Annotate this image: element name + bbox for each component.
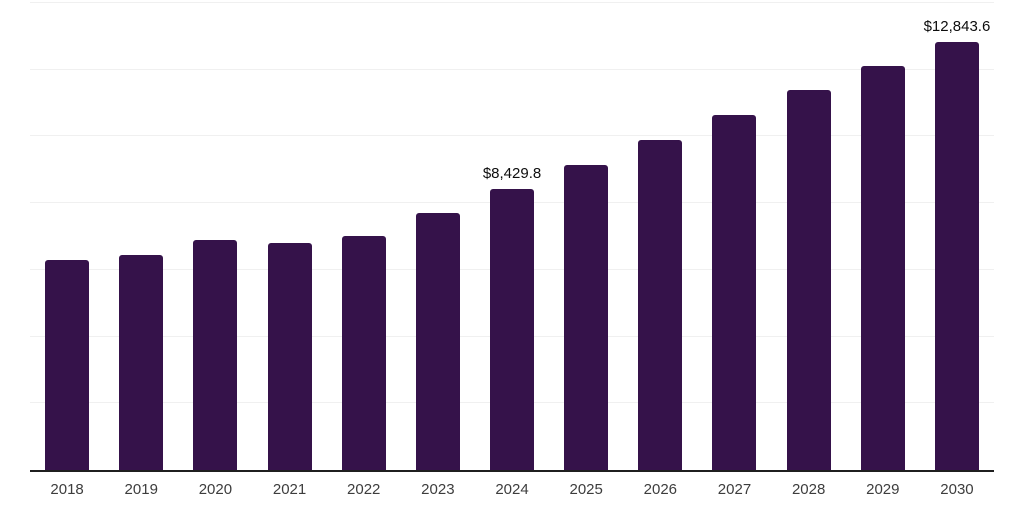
x-tick-2019: 2019 [124, 481, 158, 498]
bar-slot-2028 [772, 3, 846, 470]
x-tick-2028: 2028 [791, 481, 826, 498]
x-tick-2024: 2024 [495, 481, 529, 498]
x-tick-2025: 2025 [569, 481, 603, 498]
bar-2025 [564, 164, 609, 470]
plot-area: $8,429.8 $12,843.6 [30, 2, 994, 472]
bars-container: $8,429.8 $12,843.6 [30, 3, 994, 470]
x-tick-2022: 2022 [347, 481, 381, 498]
bar-slot-2018 [30, 3, 104, 470]
bar-2021 [267, 243, 312, 470]
x-tick-2020: 2020 [198, 481, 233, 498]
bar-slot-2025 [549, 3, 623, 470]
bar-2027 [712, 115, 757, 470]
x-tick-2026: 2026 [643, 481, 678, 498]
data-label-2030: $12,843.6 [923, 17, 991, 35]
x-tick-2021: 2021 [272, 481, 307, 498]
data-label-2024: $8,429.8 [482, 164, 542, 182]
bar-slot-2023 [401, 3, 475, 470]
bar-2022 [341, 236, 386, 470]
gridline-14000 [30, 2, 994, 3]
x-tick-2029: 2029 [866, 481, 900, 498]
x-tick-2027: 2027 [717, 481, 752, 498]
x-tick-2018: 2018 [50, 481, 84, 498]
bar-2028 [786, 90, 831, 470]
bar-slot-2021 [252, 3, 326, 470]
bar-2030 [934, 41, 979, 470]
bar-slot-2029 [846, 3, 920, 470]
bar-2026 [638, 139, 683, 470]
bar-slot-2022 [327, 3, 401, 470]
bar-2019 [119, 255, 164, 470]
gridline-10000 [30, 135, 994, 137]
bar-slot-2019 [104, 3, 178, 470]
x-axis-labels: 2018 2019 2020 2021 2022 2023 2024 2025 2026 2027… [30, 482, 994, 497]
bar-slot-2026 [623, 3, 697, 470]
bar-slot-2024: $8,429.8 [475, 3, 549, 470]
bar-slot-2027 [697, 3, 771, 470]
x-tick-2030: 2030 [940, 481, 974, 498]
bar-slot-2020 [178, 3, 252, 470]
bar-2024 [490, 188, 535, 470]
bar-2029 [860, 66, 905, 470]
x-tick-2023: 2023 [421, 481, 455, 498]
bar-2023 [415, 213, 460, 470]
bar-2020 [193, 240, 238, 470]
bar-2018 [45, 260, 90, 470]
gridline-12000 [30, 68, 994, 70]
bar-slot-2030: $12,843.6 [920, 3, 994, 470]
